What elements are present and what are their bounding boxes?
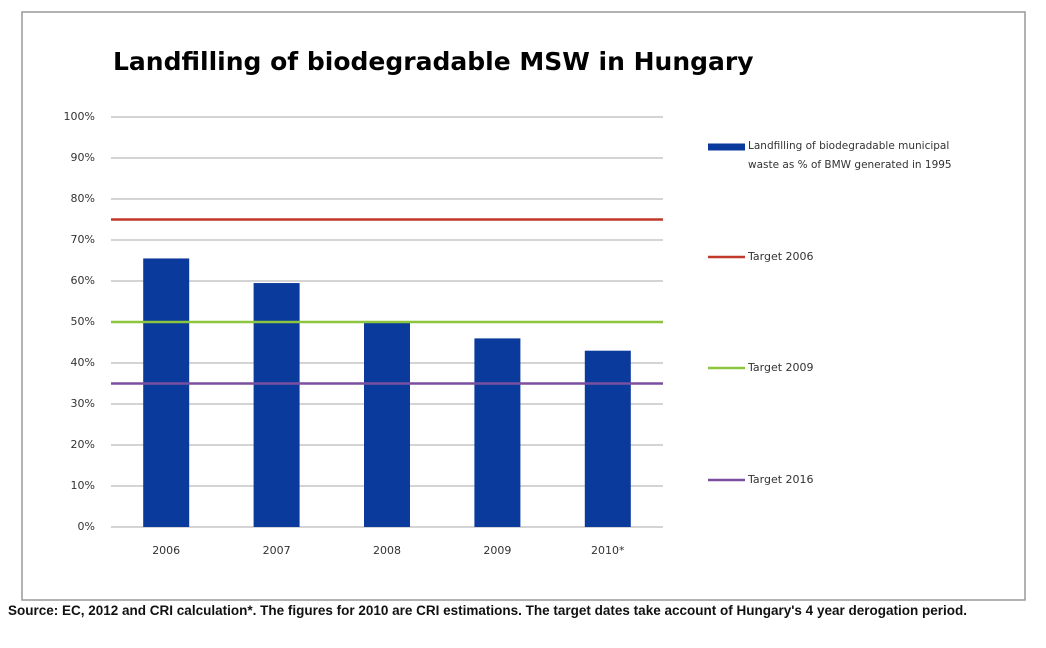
bar <box>474 338 521 527</box>
y-tick-label: 90% <box>71 151 95 164</box>
y-tick-label: 0% <box>78 520 95 533</box>
legend-label: Landfilling of biodegradable municipal w… <box>748 140 952 171</box>
bar <box>364 322 410 527</box>
x-tick-label: 2009 <box>483 544 511 557</box>
bar <box>143 258 190 527</box>
source-note: Source: EC, 2012 and CRI calculation*. T… <box>8 603 967 618</box>
x-tick-label: 2006 <box>152 544 180 557</box>
y-tick-label: 100% <box>64 110 95 123</box>
y-tick-label: 80% <box>71 192 95 205</box>
bar <box>584 350 631 527</box>
y-tick-label: 20% <box>71 438 95 451</box>
y-tick-label: 30% <box>71 397 95 410</box>
y-tick-label: 60% <box>71 274 95 287</box>
bar <box>253 283 300 527</box>
legend-label: Target 2006 <box>747 250 814 263</box>
legend-label: Target 2009 <box>747 361 814 374</box>
chart-title: Landfilling of biodegradable MSW in Hung… <box>113 47 754 76</box>
y-tick-label: 10% <box>71 479 95 492</box>
y-tick-label: 50% <box>71 315 95 328</box>
x-tick-label: 2007 <box>263 544 291 557</box>
y-tick-label: 40% <box>71 356 95 369</box>
y-tick-label: 70% <box>71 233 95 246</box>
x-tick-label: 2008 <box>373 544 401 557</box>
legend-label: Target 2016 <box>747 473 814 486</box>
x-tick-label: 2010* <box>591 544 625 557</box>
